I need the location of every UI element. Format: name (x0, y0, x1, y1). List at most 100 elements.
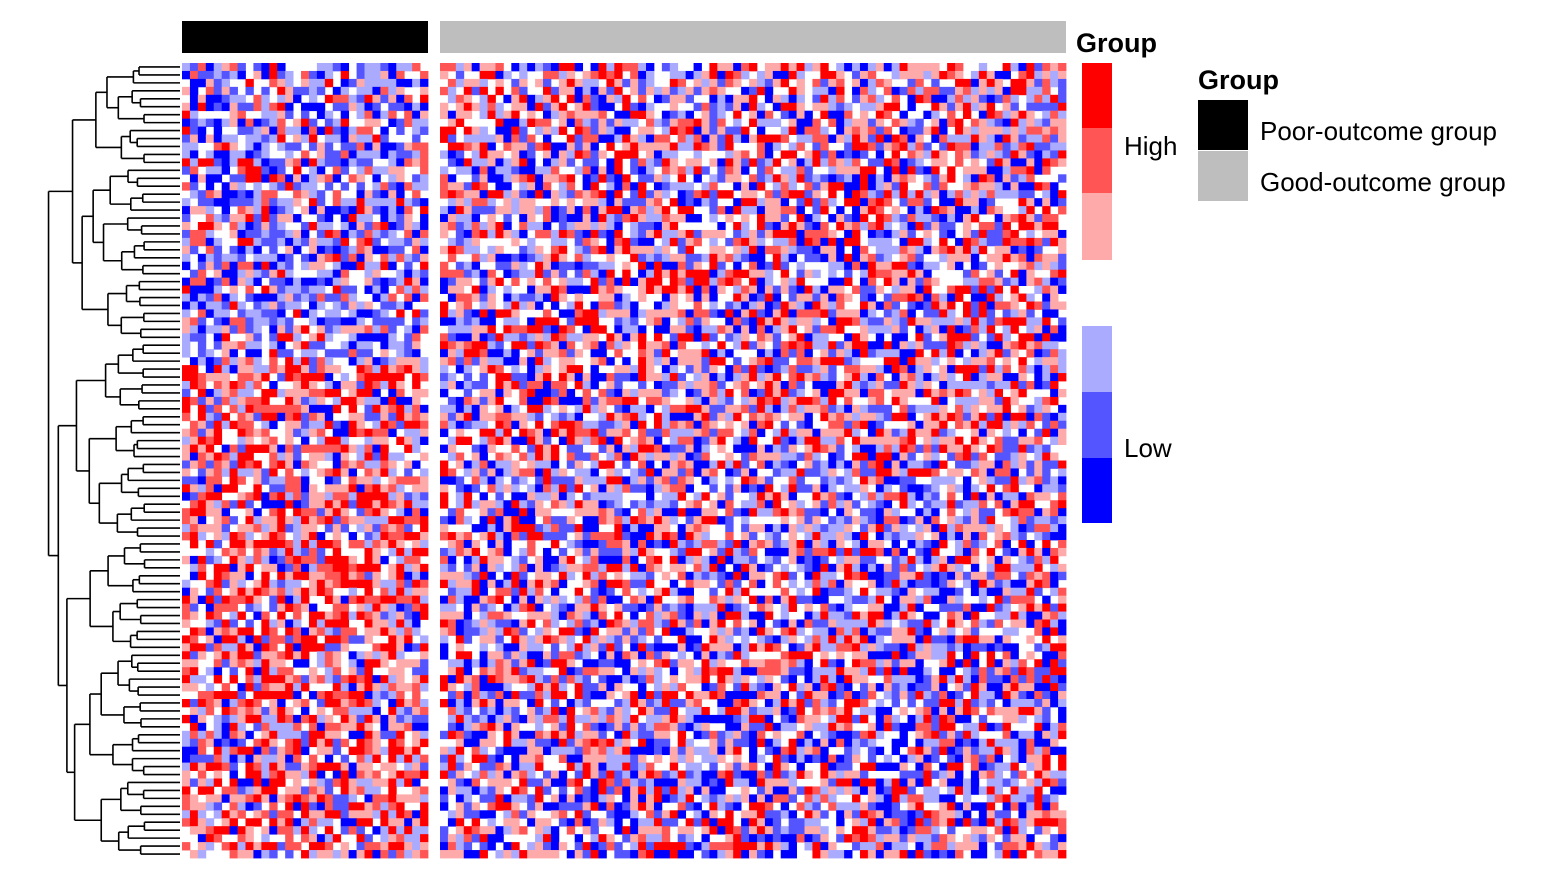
heatmap-cell (269, 214, 278, 223)
heatmap-cell (939, 182, 948, 191)
heatmap-cell (1002, 317, 1011, 326)
heatmap-cell (859, 134, 869, 143)
heatmap-cell (677, 78, 687, 88)
heatmap-cell (582, 166, 591, 175)
heatmap-cell (253, 508, 262, 517)
heatmap-cell (812, 214, 821, 223)
heatmap-cell (348, 381, 357, 390)
heatmap-cell (221, 269, 231, 279)
heatmap-cell (812, 158, 821, 167)
heatmap-cell (388, 206, 397, 215)
heatmap-cell (197, 357, 207, 366)
heatmap-cell (213, 555, 223, 565)
heatmap-cell (205, 285, 215, 294)
heatmap-cell (947, 301, 956, 310)
heatmap-cell (590, 142, 599, 151)
heatmap-cell (182, 341, 191, 350)
heatmap-cell (285, 579, 294, 589)
heatmap-cell (772, 309, 782, 318)
heatmap-cell (1026, 190, 1035, 199)
heatmap-cell (899, 118, 908, 127)
heatmap-cell (261, 63, 270, 72)
heatmap-cell (237, 826, 246, 835)
heatmap-cell (440, 222, 449, 231)
heatmap-cell (487, 94, 496, 104)
heatmap-cell (717, 126, 726, 135)
heatmap-cell (221, 810, 231, 819)
heatmap-cell (764, 94, 774, 104)
heatmap-cell (332, 635, 342, 644)
heatmap-cell (455, 150, 465, 159)
heatmap-cell (772, 70, 782, 80)
heatmap-cell (653, 253, 663, 263)
heatmap-cell (495, 110, 504, 120)
heatmap-cell (364, 810, 373, 819)
heatmap-cell (197, 651, 207, 660)
heatmap-cell (1026, 214, 1035, 223)
heatmap-cell (396, 301, 405, 310)
heatmap-cell (205, 603, 215, 612)
heatmap-cell (388, 357, 397, 366)
heatmap-cell (923, 229, 932, 239)
heatmap-cell (253, 714, 262, 724)
heatmap-cell (356, 818, 365, 827)
heatmap-cell (915, 245, 924, 255)
heatmap-cell (939, 229, 948, 239)
heatmap-cell (364, 301, 373, 310)
heatmap-cell (1018, 70, 1027, 80)
heatmap-cell (1018, 293, 1027, 302)
heatmap-cell (261, 850, 270, 859)
heatmap-cell (638, 94, 647, 104)
heatmap-cell (205, 198, 215, 207)
heatmap-cell (285, 842, 294, 851)
heatmap-cell (277, 94, 286, 104)
heatmap-cell (836, 134, 845, 143)
heatmap-cell (1018, 63, 1027, 72)
heatmap-cell (197, 349, 207, 358)
heatmap-cell (741, 237, 750, 247)
heatmap-cell (527, 277, 536, 286)
heatmap-cell (197, 325, 207, 334)
heatmap-cell (701, 277, 710, 286)
heatmap-cell (285, 325, 294, 334)
heatmap-cell (372, 182, 381, 191)
heatmap-cell (205, 412, 215, 422)
heatmap-cell (301, 738, 310, 748)
heatmap-cell (875, 126, 885, 135)
heatmap-cell (1050, 142, 1059, 151)
heatmap-cell (245, 229, 254, 239)
heatmap-cell (994, 317, 1003, 326)
heatmap-cell (646, 70, 655, 80)
heatmap-cell (285, 810, 294, 819)
heatmap-cell (380, 444, 389, 453)
heatmap-cell (1026, 245, 1035, 255)
heatmap-cell (182, 301, 191, 310)
heatmap-cell (316, 396, 326, 406)
heatmap-cell (197, 699, 207, 708)
heatmap-cell (332, 349, 342, 358)
heatmap-cell (440, 102, 449, 112)
heatmap-cell (221, 253, 231, 263)
heatmap-cell (388, 643, 397, 652)
heatmap-cell (308, 818, 318, 827)
heatmap-cell (396, 818, 405, 827)
heatmap-cell (1050, 253, 1059, 263)
heatmap-cell (245, 198, 254, 207)
heatmap-cell (293, 190, 302, 199)
heatmap-cell (301, 261, 310, 271)
heatmap-cell (646, 237, 655, 247)
heatmap-cell (372, 794, 381, 803)
heatmap-cell (994, 285, 1003, 294)
heatmap-cell (804, 150, 813, 159)
heatmap-cell (197, 675, 207, 684)
heatmap-cell (638, 70, 647, 80)
heatmap-cell (970, 269, 980, 279)
heatmap-cell (285, 253, 294, 263)
heatmap-cell (1026, 142, 1035, 151)
heatmap-cell (535, 63, 544, 72)
heatmap-cell (677, 110, 687, 120)
heatmap-cell (388, 476, 397, 485)
heatmap-cell (293, 237, 302, 247)
heatmap-cell (693, 269, 702, 279)
heatmap-cell (189, 850, 199, 859)
